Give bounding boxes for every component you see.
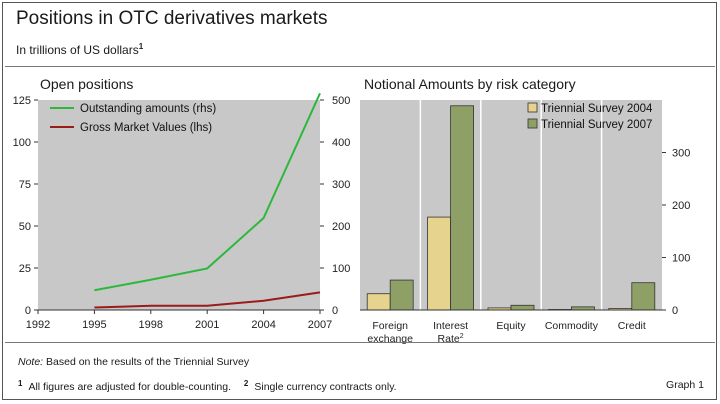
category-label: exchange	[367, 333, 413, 345]
right-ytick-label: 0	[332, 305, 338, 317]
legend-label-2007: Triennial Survey 2007	[541, 119, 652, 131]
subtitle-footnote-mark: 1	[138, 42, 144, 51]
right-plot-area	[360, 100, 662, 310]
right-ytick-label: 500	[332, 95, 350, 107]
xtick-label: 2007	[308, 319, 332, 331]
subtitle-text: In trillions of US dollars	[16, 43, 139, 57]
bar-2007-foreign-exchange	[389, 279, 414, 311]
legend-swatch-2004	[527, 102, 538, 113]
footnote2-mark: 2	[243, 379, 249, 388]
legend-swatch-2007	[527, 118, 538, 129]
xtick-label: 1992	[26, 319, 50, 331]
footnote1-text: All figures are adjusted for double-coun…	[28, 381, 231, 393]
left-chart-title: Open positions	[40, 76, 134, 92]
bar-2007-interest-rate	[450, 105, 475, 311]
graph-number: Graph 1	[666, 379, 704, 391]
right-chart-title: Notional Amounts by risk category	[364, 76, 576, 92]
legend-label-2004: Triennial Survey 2004	[541, 103, 653, 115]
category-label: Credit	[618, 320, 646, 332]
bar-2004-foreign-exchange	[366, 293, 391, 311]
xtick-label: 1995	[82, 319, 106, 331]
left-ytick-label: 50	[19, 221, 31, 233]
bar-ytick-label: 100	[672, 253, 690, 265]
category-label: Rate2	[438, 333, 464, 345]
bar-2004-interest-rate	[427, 216, 452, 311]
category-footnote-mark: 2	[460, 333, 464, 340]
legend-label-gross: Gross Market Values (lhs)	[80, 122, 212, 134]
series-line-outstanding	[94, 92, 321, 292]
bar-2007-credit	[631, 282, 656, 311]
right-ytick-label: 100	[332, 263, 350, 275]
xtick-label: 2001	[195, 319, 219, 331]
footer-note: Note: Based on the results of the Trienn…	[18, 356, 249, 368]
page-title: Positions in OTC derivatives markets	[16, 8, 328, 29]
header-divider	[5, 66, 715, 67]
bar-ytick-label: 300	[672, 148, 690, 160]
category-label: Commodity	[545, 320, 599, 332]
note-label: Note:	[18, 356, 44, 368]
bar-ytick-label: 200	[672, 200, 690, 212]
footnote2-text: Single currency contracts only.	[254, 381, 397, 393]
xtick-label: 1998	[139, 319, 163, 331]
footnotes: 1 All figures are adjusted for double-cou…	[18, 379, 397, 393]
left-ytick-label: 75	[19, 179, 31, 191]
right-ytick-label: 300	[332, 179, 350, 191]
left-ytick-label: 0	[25, 305, 31, 317]
legend-label-outstanding: Outstanding amounts (rhs)	[80, 103, 216, 115]
series-line-gross	[94, 291, 321, 309]
left-ytick-label: 125	[13, 95, 31, 107]
category-label: Equity	[496, 320, 526, 332]
left-ytick-label: 25	[19, 263, 31, 275]
page-subtitle: In trillions of US dollars1	[16, 42, 143, 57]
category-label: Interest	[433, 320, 468, 332]
footer-divider	[5, 342, 715, 343]
category-label: Foreign	[372, 320, 408, 332]
note-text: Based on the results of the Triennial Su…	[43, 356, 250, 368]
right-ytick-label: 200	[332, 221, 350, 233]
bar-ytick-label: 0	[672, 305, 678, 317]
footnote1-mark: 1	[18, 379, 23, 388]
bar-2007-equity	[510, 304, 535, 311]
right-ytick-label: 400	[332, 137, 350, 149]
xtick-label: 2004	[251, 319, 275, 331]
left-ytick-label: 100	[13, 137, 31, 149]
